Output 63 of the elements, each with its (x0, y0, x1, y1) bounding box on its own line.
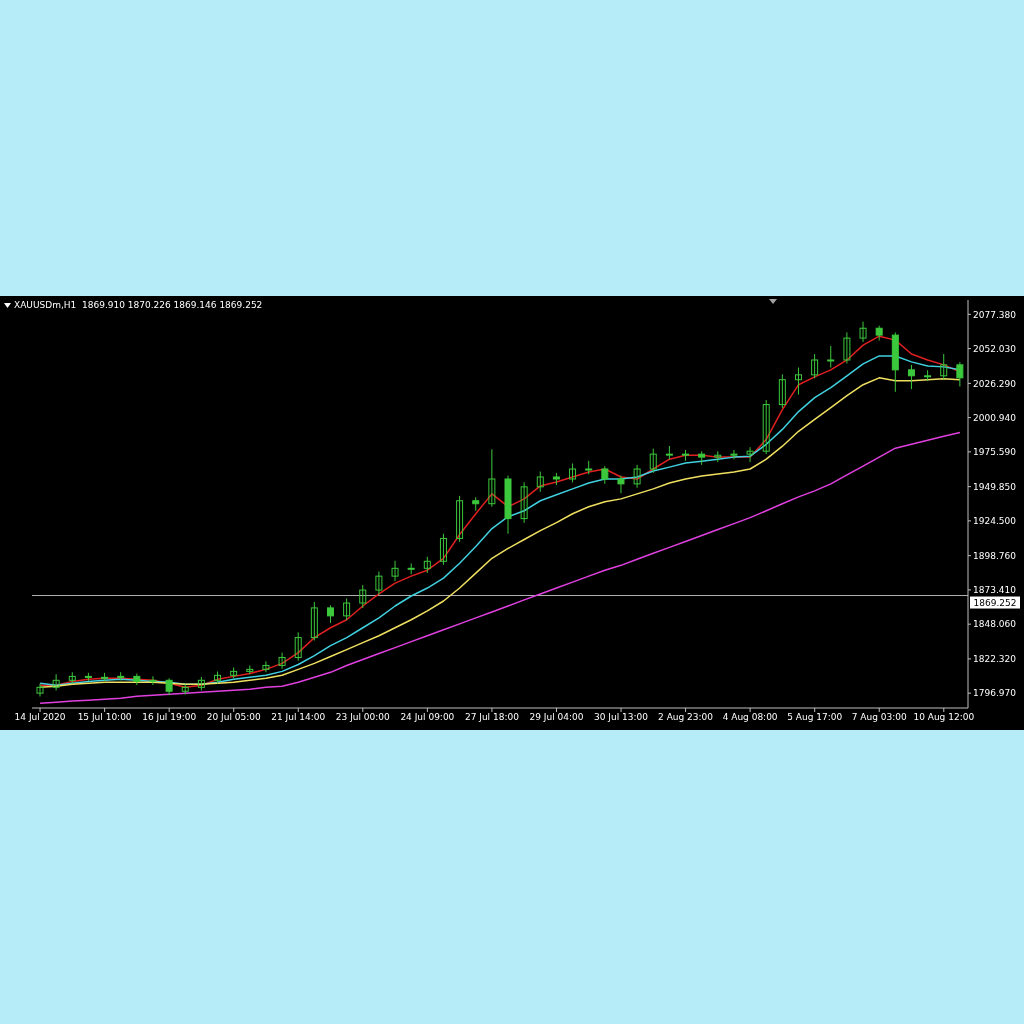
y-tick-label: 1975.590 (973, 447, 1017, 458)
x-tick-label: 15 Jul 10:00 (77, 712, 132, 723)
x-tick-label: 20 Jul 05:00 (206, 712, 261, 723)
candlestick (520, 481, 528, 524)
candlestick (278, 652, 286, 670)
candlestick (488, 448, 496, 508)
y-tick-label: 1848.060 (973, 619, 1017, 630)
candlestick (310, 601, 318, 641)
candlestick (343, 598, 351, 621)
candlestick (859, 321, 867, 343)
candlestick (778, 373, 786, 409)
y-tick-label: 2077.380 (973, 309, 1017, 320)
candlestick (36, 683, 44, 698)
candlestick (746, 446, 754, 463)
y-tick-label: 2000.940 (973, 412, 1017, 423)
x-tick-label: 16 Jul 19:00 (142, 712, 197, 723)
x-tick-label: 24 Jul 09:00 (400, 712, 455, 723)
x-tick-label: 2 Aug 23:00 (658, 712, 714, 723)
candlestick (375, 571, 383, 596)
candlestick (569, 462, 577, 483)
candlestick (456, 495, 464, 543)
x-tick-label: 27 Jul 18:00 (464, 712, 520, 723)
candlestick (391, 560, 399, 582)
candlestick (617, 475, 625, 494)
candlestick (827, 345, 835, 369)
y-tick-label: 2052.030 (973, 343, 1017, 354)
candlestick (811, 353, 819, 379)
candlestick (262, 660, 270, 673)
candlestick (762, 399, 770, 455)
x-tick-label: 23 Jul 00:00 (335, 712, 391, 723)
y-tick-label: 1822.320 (973, 654, 1017, 665)
candlestick (907, 364, 915, 390)
x-tick-label: 7 Aug 03:00 (851, 712, 907, 723)
candlestick (843, 331, 851, 364)
candlestick (439, 533, 447, 566)
x-tick-label: 30 Jul 13:00 (594, 712, 649, 723)
line-series (39, 431, 961, 704)
chart-title: XAUUSDm,H1 1869.910 1870.226 1869.146 1869.252 (14, 300, 263, 310)
x-tick-label: 14 Jul 2020 (14, 712, 66, 723)
x-tick-label: 10 Aug 12:00 (913, 712, 975, 723)
candlestick (649, 448, 657, 474)
candlestick (149, 675, 157, 686)
candlestick (536, 471, 544, 493)
x-tick-label: 5 Aug 17:00 (787, 712, 843, 723)
x-tick-label: 4 Aug 08:00 (722, 712, 778, 723)
y-tick-label: 1873.410 (973, 585, 1017, 596)
y-tick-label: 2026.290 (973, 378, 1017, 389)
y-tick-label: 1796.970 (973, 688, 1017, 699)
x-tick-label: 21 Jul 14:00 (271, 712, 326, 723)
candlestick (52, 673, 60, 691)
candlestick (68, 671, 76, 685)
candlestick (359, 584, 367, 609)
ref-line-label: 1869.252 (973, 597, 1017, 608)
y-tick-label: 1924.500 (973, 516, 1017, 527)
candlestick (956, 361, 964, 387)
y-tick-label: 1949.850 (973, 481, 1017, 492)
y-tick-label: 1898.760 (973, 550, 1017, 561)
candlestick (633, 464, 641, 489)
candlestick (730, 449, 738, 460)
candlestick (794, 367, 802, 396)
x-tick-label: 29 Jul 04:00 (529, 712, 584, 723)
candlestick (294, 631, 302, 662)
candlestick (940, 353, 948, 381)
